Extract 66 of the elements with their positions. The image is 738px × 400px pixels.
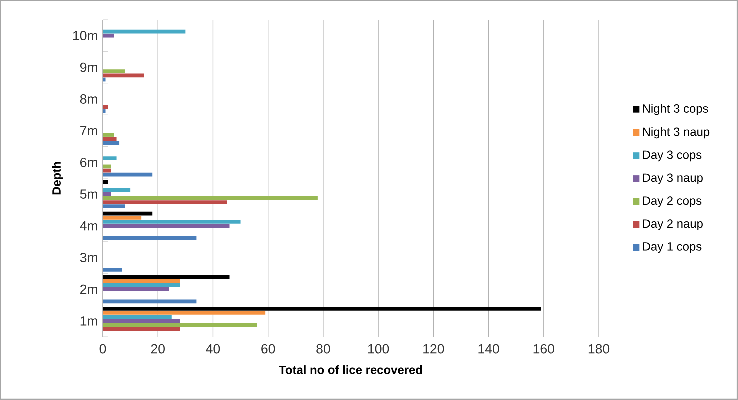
bar	[103, 192, 112, 196]
bar	[103, 156, 117, 161]
x-tick-label: 60	[262, 344, 276, 354]
y-tick-label: 8m	[80, 94, 98, 104]
x-tick-label: 40	[206, 344, 220, 354]
y-tick-label: 5m	[80, 190, 98, 199]
bar	[103, 300, 197, 304]
bar	[103, 200, 227, 204]
bar	[103, 141, 120, 146]
x-tick-label: 140	[478, 344, 500, 354]
y-tick-label: 7m	[80, 126, 98, 136]
x-tick-label: 100	[368, 344, 390, 354]
bar	[103, 78, 106, 82]
bar	[103, 220, 241, 224]
x-tick-label: 160	[534, 344, 554, 354]
bar	[103, 327, 180, 332]
bar	[103, 315, 172, 320]
bar	[103, 311, 266, 315]
bar	[103, 133, 114, 137]
y-tick-label: 2m	[80, 284, 98, 294]
bar	[103, 268, 122, 272]
x-tick-label: 180	[588, 344, 610, 354]
bar	[103, 236, 197, 240]
bar	[103, 168, 112, 173]
bar	[103, 319, 180, 324]
bar	[103, 196, 318, 200]
y-tick-label: 4m	[80, 221, 98, 231]
bar	[103, 172, 153, 177]
legend-label: Night 3 cops	[643, 104, 708, 116]
bar	[103, 279, 180, 284]
bar	[103, 180, 109, 184]
y-tick-label: 3m	[80, 253, 98, 262]
bar	[103, 137, 117, 142]
bar	[103, 164, 112, 169]
x-tick-label: 0	[100, 344, 106, 354]
bar	[103, 188, 131, 192]
y-tick-label: 10m	[73, 31, 98, 41]
y-axis-title: Depth	[52, 162, 64, 195]
bar	[103, 34, 114, 38]
x-tick-label: 120	[424, 344, 444, 354]
legend-label: Day 2 cops	[643, 196, 702, 208]
bar	[103, 30, 186, 34]
bar	[103, 275, 230, 280]
bar	[103, 110, 106, 114]
bar	[103, 323, 258, 328]
bar	[103, 283, 180, 288]
bar	[103, 288, 170, 292]
x-tick-label: 80	[316, 344, 330, 354]
bar	[103, 70, 126, 74]
legend-label: Day 3 cops	[643, 150, 702, 162]
y-tick-label: 6m	[80, 158, 98, 168]
legend-label: Day 2 naup	[643, 220, 703, 230]
bar	[103, 224, 230, 228]
legend-label: Night 3 naup	[643, 127, 710, 139]
x-axis-title: Total no of lice recovered	[279, 366, 422, 374]
bar	[103, 216, 142, 220]
bar	[103, 74, 144, 78]
bar	[103, 204, 126, 209]
bar	[103, 212, 153, 216]
bar	[103, 105, 109, 110]
legend-label: Day 3 naup	[643, 174, 703, 185]
x-tick-label: 20	[151, 344, 165, 354]
bar	[103, 306, 542, 311]
y-tick-label: 1m	[80, 316, 98, 326]
legend-label: Day 1 cops	[643, 242, 702, 254]
y-tick-label: 9m	[80, 62, 98, 72]
